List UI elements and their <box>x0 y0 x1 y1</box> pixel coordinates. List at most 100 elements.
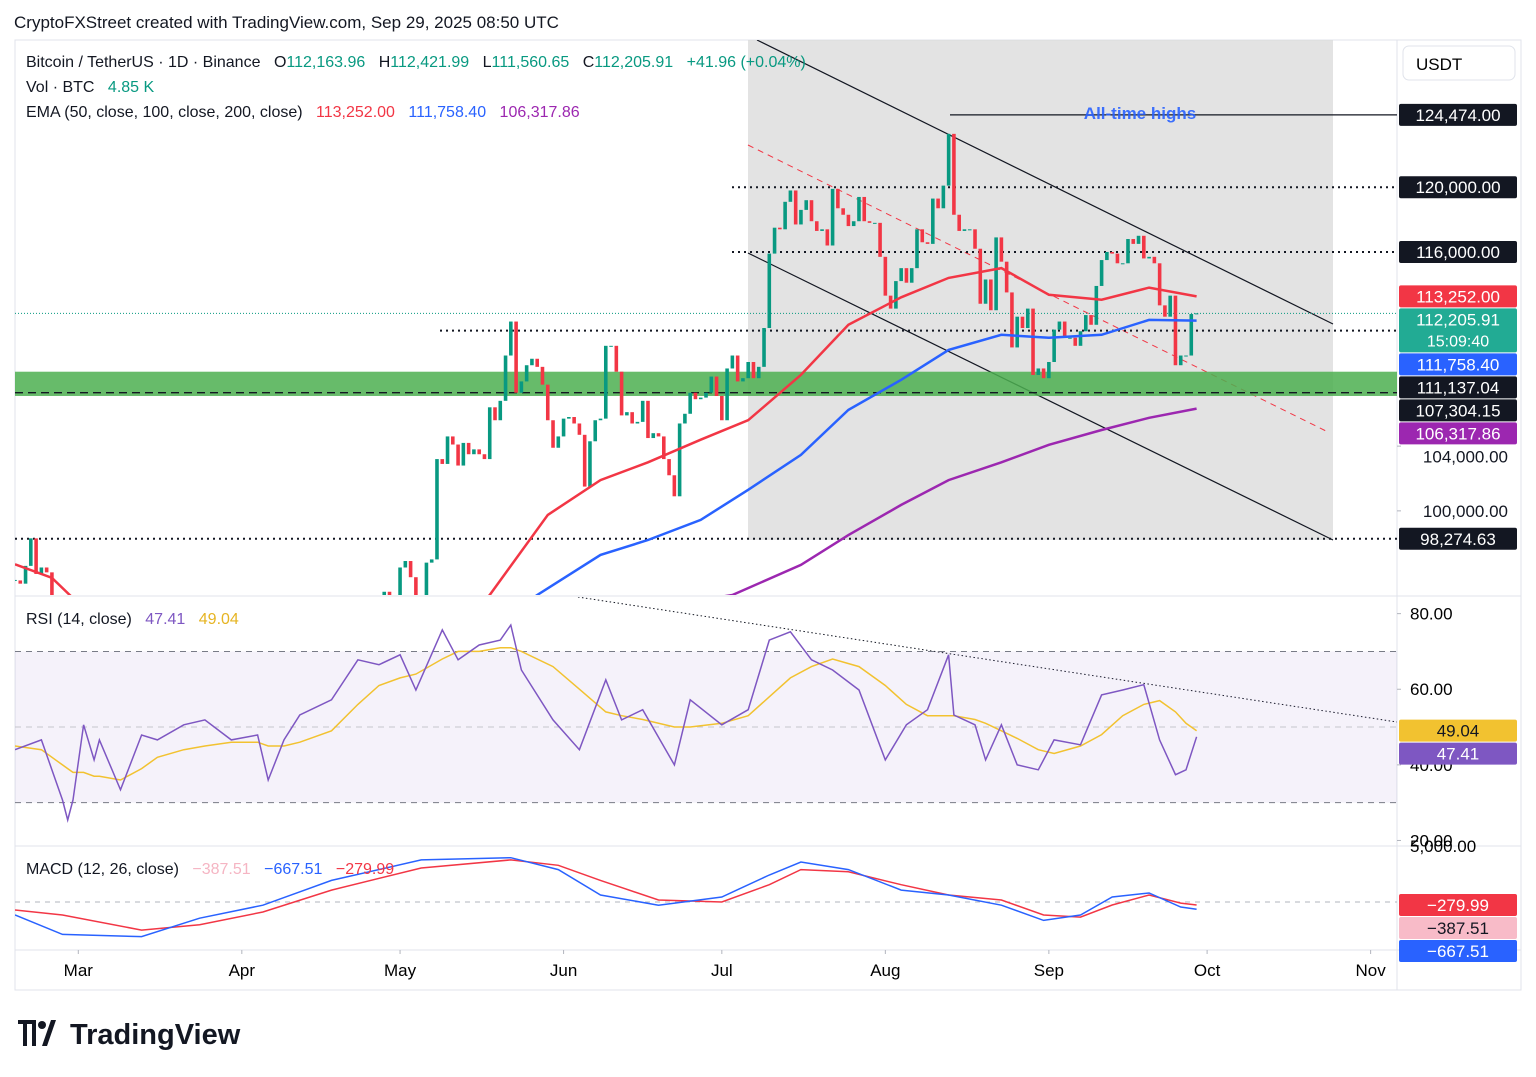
macd-title: MACD (12, 26, close) <box>26 861 179 878</box>
candle <box>920 229 925 243</box>
price-tag <box>1399 917 1517 940</box>
candle <box>1057 321 1062 330</box>
candle <box>398 567 402 595</box>
ema-value: 113,252.00 <box>316 104 395 121</box>
rsi-line <box>15 623 1198 823</box>
candle <box>1078 331 1083 346</box>
price-tag-label: −279.99 <box>1427 896 1489 915</box>
candle <box>440 459 445 464</box>
ohlc-key: C <box>582 54 595 71</box>
candle <box>983 279 988 304</box>
candle <box>1131 239 1136 244</box>
candle <box>1036 368 1041 375</box>
rsi-band <box>15 651 1397 803</box>
ohlc-value: 111,560.65 <box>491 54 570 71</box>
candle <box>403 561 408 568</box>
volume-label: Vol · BTC <box>26 79 95 96</box>
candle <box>651 433 656 439</box>
volume: 4.85 K <box>107 79 155 96</box>
candle <box>577 423 582 435</box>
candle <box>514 321 518 393</box>
watermark: CryptoFXStreet created with TradingView.… <box>14 13 559 32</box>
candle <box>1015 316 1020 348</box>
candle <box>962 229 967 231</box>
candle <box>1189 314 1194 356</box>
candle <box>582 434 587 487</box>
price-tag-label: 120,000.00 <box>1415 178 1500 197</box>
candle <box>18 580 23 584</box>
ema-line <box>724 407 1197 595</box>
candle <box>509 321 513 356</box>
candle <box>1136 235 1141 244</box>
candle <box>540 366 545 385</box>
candle <box>619 371 624 416</box>
price-tag-label: 116,000.00 <box>1416 243 1500 262</box>
candle <box>973 229 977 249</box>
ohlc-key: O <box>273 54 287 71</box>
candle <box>804 200 809 210</box>
candle <box>1047 361 1051 379</box>
axes: Mar Apr May Jun Jul Aug Sep Oct Nov 124,474.00 120… <box>64 103 1517 980</box>
candle <box>936 198 940 209</box>
price-tag <box>1399 376 1517 399</box>
candle <box>878 222 882 257</box>
candle <box>994 237 998 311</box>
candle <box>683 413 687 424</box>
x-tick-label: Aug <box>870 961 900 980</box>
candle <box>851 221 856 227</box>
candle <box>1041 368 1046 379</box>
price-tag-label: 111,758.40 <box>1417 355 1500 374</box>
candle <box>39 567 44 574</box>
support-zone <box>15 371 1397 396</box>
candle <box>1178 355 1183 366</box>
candle <box>873 222 877 224</box>
candle <box>50 572 54 595</box>
candle <box>1031 308 1035 375</box>
candle <box>662 436 666 460</box>
candle <box>630 412 634 424</box>
price-tag <box>1399 308 1517 353</box>
y-tick-label: 5,000.00 <box>1410 837 1476 856</box>
price-tag-label: 112,205.91 <box>1416 310 1500 329</box>
candle <box>424 562 429 595</box>
symbol: Bitcoin / TetherUS · 1D · Binance <box>26 54 261 71</box>
price-tag <box>1399 894 1517 917</box>
candle <box>714 376 719 396</box>
candle <box>377 603 381 613</box>
price-tag-label: 47.41 <box>1437 745 1480 764</box>
candle <box>899 268 903 282</box>
candle <box>772 227 777 254</box>
candle <box>1115 253 1120 264</box>
price-tag-label: 124,474.00 <box>1415 106 1500 125</box>
candle <box>15 579 17 581</box>
rsi-title: RSI (14, close) <box>26 611 132 628</box>
macd-line <box>15 856 1197 938</box>
candle <box>746 361 750 379</box>
ema-value: 106,317.86 <box>499 104 580 121</box>
candle <box>1173 295 1178 366</box>
candle <box>720 395 724 421</box>
candle <box>925 242 930 244</box>
candle <box>545 384 550 421</box>
candle <box>725 368 729 421</box>
candle <box>451 436 455 445</box>
candle <box>762 328 766 367</box>
candle <box>493 407 497 421</box>
candle <box>1083 315 1088 332</box>
currency-box[interactable] <box>1402 45 1516 81</box>
candle <box>34 538 38 574</box>
ohlc-key: H <box>378 54 391 71</box>
price-tag-label: 107,304.15 <box>1415 401 1500 420</box>
legend-macd: MACD (12, 26, close) −387.51 −667.51 −27… <box>26 857 394 882</box>
y-tick-label: 20.00 <box>1410 831 1453 850</box>
legend-rsi: RSI (14, close) 47.41 49.04 <box>26 607 239 632</box>
ohlc-value: 112,163.96 <box>286 54 366 71</box>
candle <box>1073 337 1078 346</box>
candle <box>530 358 534 366</box>
candle <box>867 221 872 223</box>
ema-value: 111,758.40 <box>408 104 487 121</box>
candle <box>640 400 645 422</box>
candle <box>609 345 613 347</box>
hist-value: −387.51 <box>192 861 251 878</box>
candle <box>1147 256 1151 259</box>
